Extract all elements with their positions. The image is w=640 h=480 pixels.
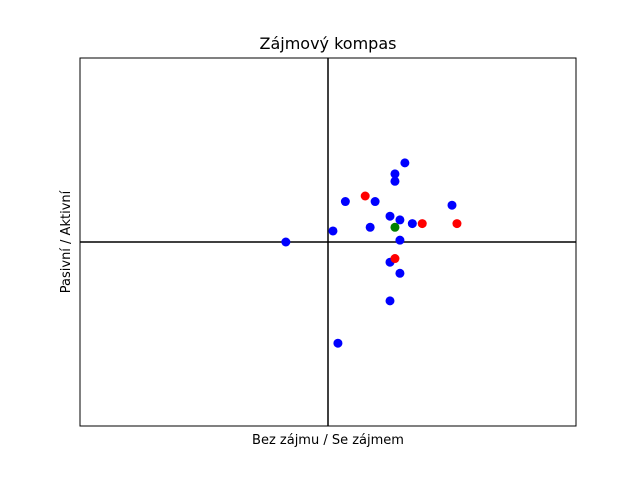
data-point bbox=[365, 222, 375, 232]
y-axis-label: Pasivní / Aktivní bbox=[59, 190, 74, 293]
data-point bbox=[370, 197, 380, 207]
data-points bbox=[281, 158, 462, 348]
series-2 bbox=[390, 222, 400, 232]
data-point bbox=[328, 226, 338, 236]
series-0 bbox=[281, 158, 457, 348]
data-point bbox=[407, 219, 417, 229]
data-point bbox=[395, 215, 405, 225]
data-point bbox=[400, 158, 410, 168]
data-point bbox=[417, 219, 427, 229]
data-point bbox=[390, 176, 400, 186]
data-point bbox=[360, 191, 370, 201]
data-point bbox=[447, 200, 457, 210]
data-point bbox=[385, 211, 395, 221]
data-point bbox=[390, 222, 400, 232]
data-point bbox=[385, 296, 395, 306]
data-point bbox=[452, 219, 462, 229]
data-point bbox=[390, 169, 400, 179]
plot-area bbox=[79, 57, 577, 427]
data-point bbox=[395, 235, 405, 245]
data-point bbox=[390, 254, 400, 264]
x-axis-label: Bez zájmu / Se zájmem bbox=[252, 433, 404, 448]
chart-title: Zájmový kompas bbox=[260, 34, 397, 53]
series-1 bbox=[360, 191, 462, 264]
data-point bbox=[333, 338, 343, 348]
data-point bbox=[395, 268, 405, 278]
data-point bbox=[281, 237, 291, 247]
data-point bbox=[340, 197, 350, 207]
